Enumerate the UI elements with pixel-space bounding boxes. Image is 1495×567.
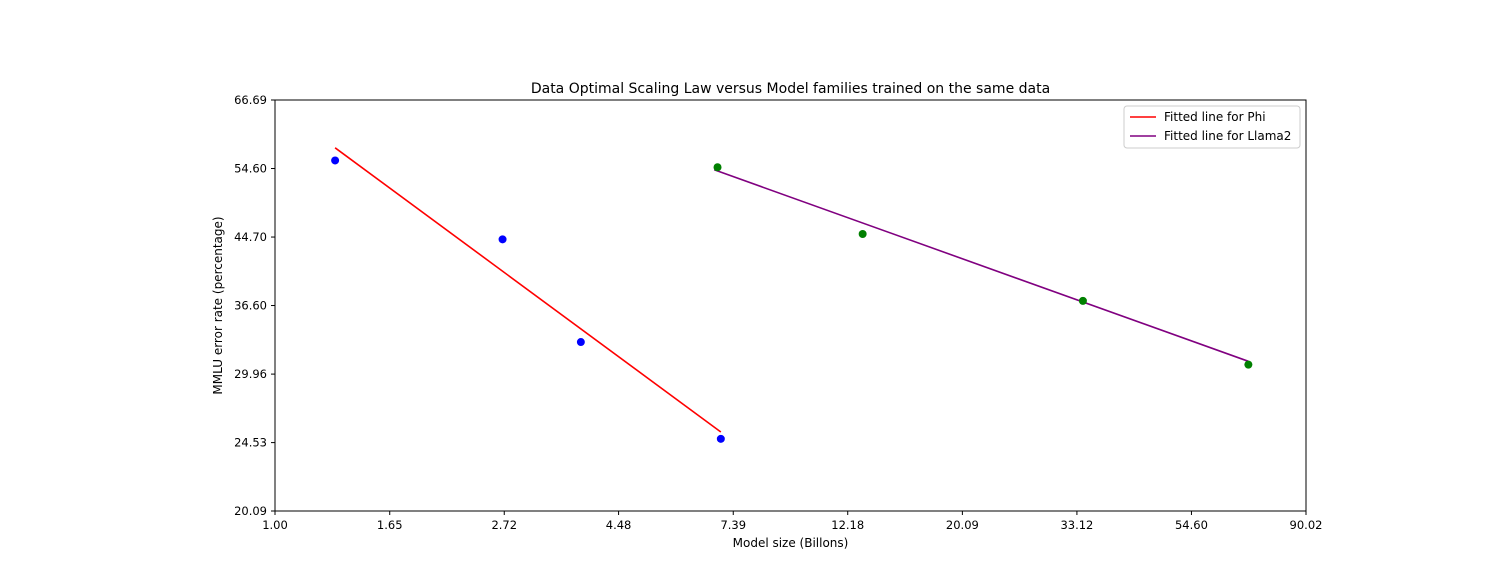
data-point-series0-2 [576, 338, 585, 347]
fitted-line-0 [334, 147, 722, 433]
legend: Fitted line for Phi Fitted line for Llam… [1123, 105, 1301, 149]
y-tick-label-6: 66.69 [234, 93, 267, 107]
x-tick-label-4: 7.39 [720, 518, 746, 532]
data-point-series1-3 [1244, 360, 1253, 369]
y-tick-label-5: 54.60 [234, 162, 267, 176]
x-tick-label-6: 20.09 [946, 518, 979, 532]
x-tick-label-5: 12.18 [831, 518, 864, 532]
x-tick-label-1: 1.65 [377, 518, 403, 532]
data-point-series1-2 [1078, 296, 1087, 305]
data-point-series1-1 [858, 230, 867, 238]
x-tick-label-2: 2.72 [491, 518, 517, 532]
legend-label-llama2: Fitted line for Llama2 [1164, 129, 1291, 143]
x-tick-label-8: 54.60 [1175, 518, 1208, 532]
x-axis: 1.00 1.65 2.72 4.48 7.39 12.18 20.09 33.12 54.60… [262, 511, 1322, 532]
legend-frame [1123, 105, 1301, 149]
plot-marks [331, 147, 1253, 443]
y-axis-label: MMLU error rate (percentage) [211, 216, 225, 394]
data-point-series0-0 [331, 156, 340, 165]
data-point-series1-0 [713, 163, 722, 172]
x-tick-label-7: 33.12 [1060, 518, 1093, 532]
y-tick-label-2: 29.96 [234, 367, 267, 381]
x-tick-label-9: 90.02 [1290, 518, 1323, 532]
y-tick-label-1: 24.53 [234, 436, 267, 450]
x-axis-label: Model size (Billons) [733, 536, 849, 550]
data-point-series0-1 [498, 235, 507, 244]
fitted-line-1 [713, 169, 1249, 363]
y-axis: 20.09 24.53 29.96 36.60 44.70 54.60 66.69 [234, 93, 275, 518]
y-tick-label-4: 44.70 [234, 230, 267, 244]
x-tick-label-3: 4.48 [606, 518, 632, 532]
data-point-series0-3 [716, 434, 725, 443]
x-tick-label-0: 1.00 [262, 518, 288, 532]
y-tick-label-3: 36.60 [234, 299, 267, 313]
legend-label-phi: Fitted line for Phi [1164, 110, 1266, 124]
y-tick-label-0: 20.09 [234, 504, 267, 518]
chart-title: Data Optimal Scaling Law versus Model fa… [531, 81, 1050, 97]
